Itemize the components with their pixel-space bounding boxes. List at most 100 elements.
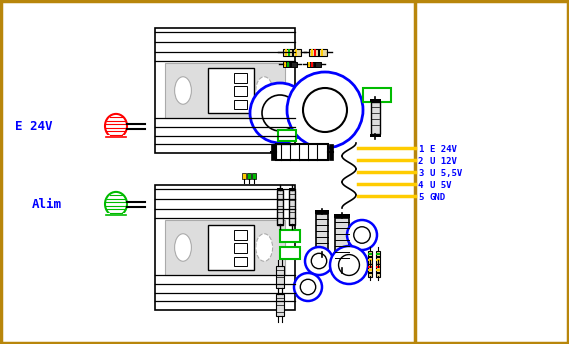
Ellipse shape <box>175 77 191 104</box>
Text: Alim: Alim <box>32 197 62 211</box>
Bar <box>318 49 320 56</box>
Circle shape <box>339 255 360 276</box>
Bar <box>247 173 251 179</box>
Bar <box>370 134 381 137</box>
Bar <box>284 62 286 67</box>
Circle shape <box>303 88 347 132</box>
Bar <box>234 230 246 240</box>
Bar <box>165 63 285 118</box>
Circle shape <box>330 246 368 284</box>
Bar <box>277 190 283 225</box>
Bar <box>277 188 283 190</box>
Bar <box>283 49 301 56</box>
Bar <box>308 62 310 67</box>
Bar <box>234 86 246 96</box>
Text: 3: 3 <box>418 169 423 178</box>
Bar <box>376 272 380 274</box>
Text: U 5V: U 5V <box>430 181 451 190</box>
Bar <box>287 62 289 67</box>
Circle shape <box>354 227 370 243</box>
Text: U 12V: U 12V <box>430 157 457 165</box>
Bar <box>376 266 380 268</box>
Text: GND: GND <box>430 193 446 202</box>
Bar <box>208 68 254 113</box>
Bar <box>334 214 350 218</box>
Bar <box>276 144 328 160</box>
Bar <box>280 230 300 242</box>
Bar <box>289 190 295 225</box>
Bar <box>234 99 246 109</box>
Bar <box>376 259 380 261</box>
Bar <box>290 62 291 67</box>
Bar <box>334 268 350 272</box>
Text: E 24V: E 24V <box>430 144 457 153</box>
Text: 5: 5 <box>418 193 423 202</box>
Bar <box>376 251 380 264</box>
Bar <box>368 256 372 258</box>
Ellipse shape <box>175 234 191 261</box>
Bar <box>234 73 246 83</box>
Bar <box>155 28 295 153</box>
Ellipse shape <box>256 77 273 104</box>
Circle shape <box>287 72 363 148</box>
Bar <box>368 269 372 271</box>
Text: U 5,5V: U 5,5V <box>430 169 462 178</box>
Bar <box>283 62 297 67</box>
Bar <box>376 256 380 258</box>
Bar <box>316 214 328 252</box>
Bar <box>208 225 254 270</box>
Bar <box>288 49 291 56</box>
Circle shape <box>250 83 310 143</box>
Bar <box>285 49 287 56</box>
Bar <box>315 210 329 214</box>
Bar <box>271 144 275 160</box>
Text: E 24V: E 24V <box>15 119 52 132</box>
Ellipse shape <box>105 114 127 138</box>
Bar <box>277 224 283 226</box>
Bar <box>252 173 256 179</box>
Text: 2: 2 <box>418 157 423 165</box>
Bar <box>242 173 246 179</box>
Bar <box>315 252 329 256</box>
Text: 1: 1 <box>418 144 423 153</box>
Bar <box>368 272 372 274</box>
Bar <box>309 49 327 56</box>
Bar <box>105 135 127 140</box>
Bar <box>276 266 284 288</box>
Circle shape <box>294 273 322 301</box>
Circle shape <box>300 279 316 295</box>
Bar <box>321 49 324 56</box>
Bar <box>368 264 372 277</box>
Bar <box>280 247 300 259</box>
Bar <box>376 253 380 255</box>
Bar <box>311 49 313 56</box>
Circle shape <box>347 220 377 250</box>
Circle shape <box>262 95 298 131</box>
Bar <box>307 62 321 67</box>
Bar <box>368 253 372 255</box>
Bar <box>105 213 127 218</box>
Bar <box>289 188 295 190</box>
Bar <box>289 224 295 226</box>
Bar <box>278 130 296 141</box>
Bar <box>370 99 381 102</box>
Bar <box>376 264 380 277</box>
Circle shape <box>305 247 333 275</box>
Bar <box>368 266 372 268</box>
Ellipse shape <box>105 192 127 216</box>
Bar <box>363 88 391 102</box>
Bar <box>276 294 284 316</box>
Bar <box>295 49 298 56</box>
Bar <box>155 185 295 310</box>
Bar <box>234 244 246 253</box>
Circle shape <box>311 253 327 269</box>
Bar <box>335 218 349 268</box>
Bar <box>234 257 246 266</box>
Bar <box>368 251 372 264</box>
Bar <box>315 49 316 56</box>
Bar <box>329 144 333 160</box>
Bar <box>165 220 285 275</box>
Ellipse shape <box>256 234 273 261</box>
Bar <box>368 259 372 261</box>
Bar <box>292 49 294 56</box>
